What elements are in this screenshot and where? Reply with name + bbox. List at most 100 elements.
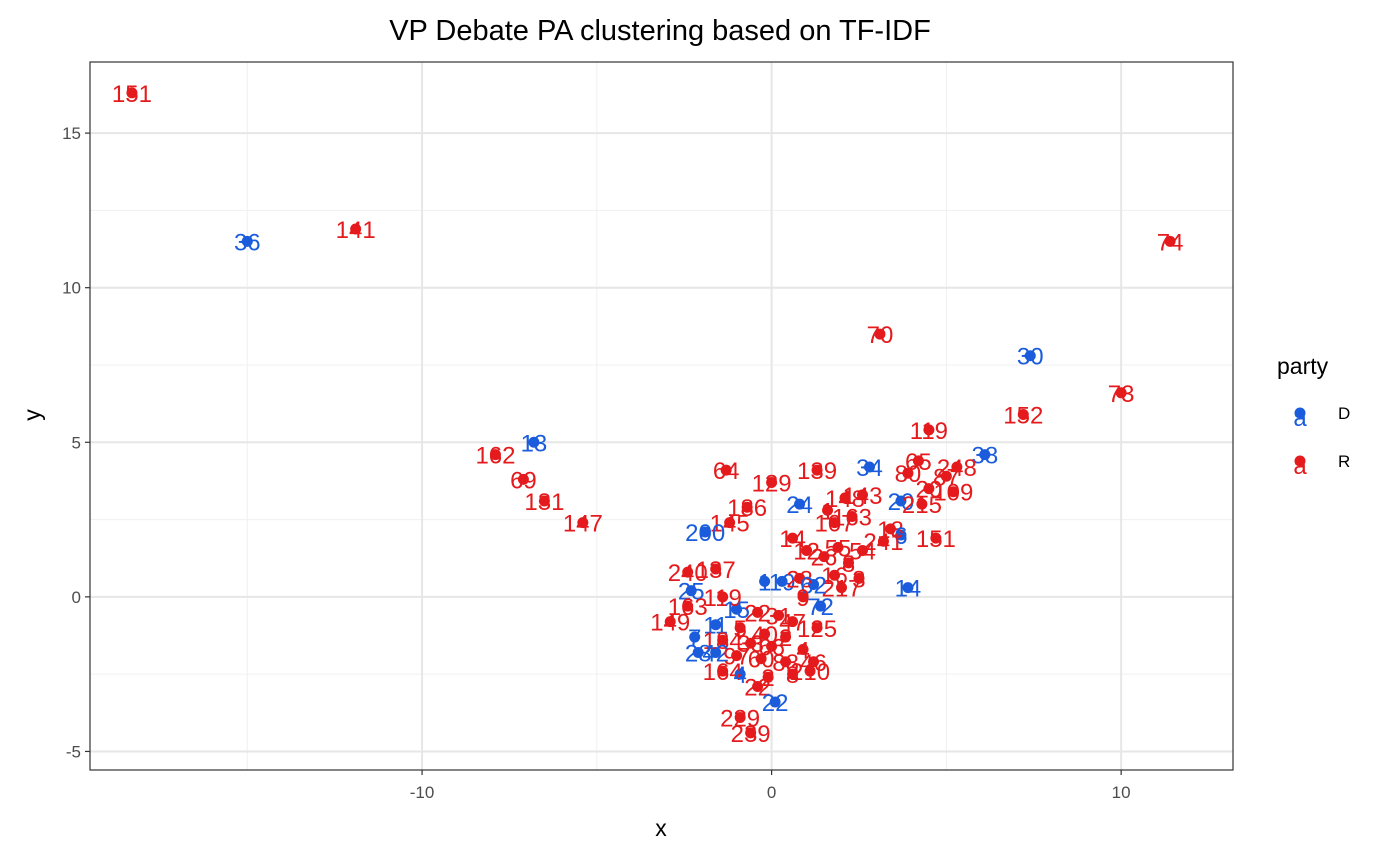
point-label: 16 xyxy=(821,563,848,590)
point-label: 109 xyxy=(933,480,973,507)
plot-border xyxy=(89,61,1234,771)
point-label: 73 xyxy=(1108,381,1135,408)
data-point xyxy=(724,517,736,529)
point-label: 240 xyxy=(668,560,708,587)
point-label: 148 xyxy=(825,486,865,513)
point-label: 217 xyxy=(821,576,861,603)
point-label: 2 xyxy=(761,665,774,692)
point-label: 13 xyxy=(521,430,548,457)
data-point xyxy=(759,575,771,587)
data-point xyxy=(689,631,701,643)
point-label: 2 xyxy=(779,625,792,652)
data-point xyxy=(808,656,820,668)
data-point xyxy=(811,622,823,634)
data-point xyxy=(755,653,767,665)
point-label: 151 xyxy=(916,526,956,553)
point-label: 152 xyxy=(1003,402,1043,429)
point-label: 164 xyxy=(703,659,743,686)
point-label: 131 xyxy=(524,489,564,516)
point-label: 162 xyxy=(475,443,515,470)
data-point xyxy=(682,566,694,578)
point-label: 97 xyxy=(723,644,750,671)
data-point xyxy=(685,585,697,597)
y-tick-label: 10 xyxy=(62,279,81,298)
legend-key-glyph: a xyxy=(1293,405,1307,432)
grid-lines xyxy=(90,62,1233,770)
point-label: 151 xyxy=(112,81,152,108)
y-tick-label: 5 xyxy=(72,433,81,452)
data-point xyxy=(710,647,722,659)
y-axis-label: y xyxy=(19,409,45,421)
x-tick-label: 10 xyxy=(1112,783,1131,802)
point-label: 210 xyxy=(790,659,830,686)
data-point xyxy=(822,504,834,516)
data-point xyxy=(895,529,907,541)
point-label: 129 xyxy=(752,470,792,497)
data-point xyxy=(1024,350,1036,362)
data-point xyxy=(794,572,806,584)
data-point xyxy=(731,603,743,615)
point-dots xyxy=(126,87,1176,739)
data-point xyxy=(773,609,785,621)
point-label: 60 xyxy=(748,647,775,674)
point-label: 80 xyxy=(895,461,922,488)
y-tick-label: 15 xyxy=(62,124,81,143)
point-label: 241 xyxy=(863,529,903,556)
data-point xyxy=(126,87,138,99)
point-label: 36 xyxy=(234,229,261,256)
data-point xyxy=(717,591,729,603)
point-label: 143 xyxy=(842,483,882,510)
data-point xyxy=(811,464,823,476)
x-axis-label: x xyxy=(655,815,667,841)
point-label: 31 xyxy=(765,603,792,630)
legend-key-glyph: a xyxy=(1293,453,1307,480)
data-point xyxy=(759,628,771,640)
point-label: 25 xyxy=(678,579,705,606)
data-point xyxy=(787,532,799,544)
point-label: 46 xyxy=(800,650,827,677)
point-label: 15 xyxy=(723,597,750,624)
data-point xyxy=(745,637,757,649)
data-point xyxy=(664,616,676,628)
point-label: 9 xyxy=(796,585,809,612)
data-point xyxy=(752,681,764,693)
point-label: 40 xyxy=(751,622,778,649)
data-point xyxy=(489,449,501,461)
plot-panel xyxy=(90,62,1233,770)
data-point xyxy=(856,544,868,556)
data-point xyxy=(699,526,711,538)
data-point xyxy=(902,467,914,479)
data-point xyxy=(717,634,729,646)
data-point xyxy=(710,563,722,575)
legend-entry-label: R xyxy=(1338,452,1350,471)
point-label: 4 xyxy=(796,637,809,664)
data-point xyxy=(801,544,813,556)
point-label: 74 xyxy=(1157,229,1184,256)
data-point xyxy=(829,569,841,581)
data-point xyxy=(836,582,848,594)
point-label: 65 xyxy=(905,449,932,476)
data-point xyxy=(979,449,991,461)
data-point xyxy=(734,622,746,634)
data-point xyxy=(815,600,827,612)
data-point xyxy=(517,473,529,485)
point-label: 147 xyxy=(563,511,603,538)
data-point xyxy=(734,668,746,680)
data-point xyxy=(951,461,963,473)
point-label: 62 xyxy=(800,572,827,599)
data-point xyxy=(720,464,732,476)
point-label: 28 xyxy=(685,641,712,668)
point-label: 42 xyxy=(702,641,729,668)
legend-key-dot xyxy=(1294,455,1306,467)
data-point xyxy=(818,551,830,563)
point-label: 163 xyxy=(668,594,708,621)
point-label: 125 xyxy=(797,616,837,643)
data-point xyxy=(734,711,746,723)
y-tick-label: -5 xyxy=(66,742,81,761)
point-label: 19 xyxy=(769,569,796,596)
point-label: 7 xyxy=(688,625,701,652)
data-point xyxy=(682,600,694,612)
data-point xyxy=(769,696,781,708)
